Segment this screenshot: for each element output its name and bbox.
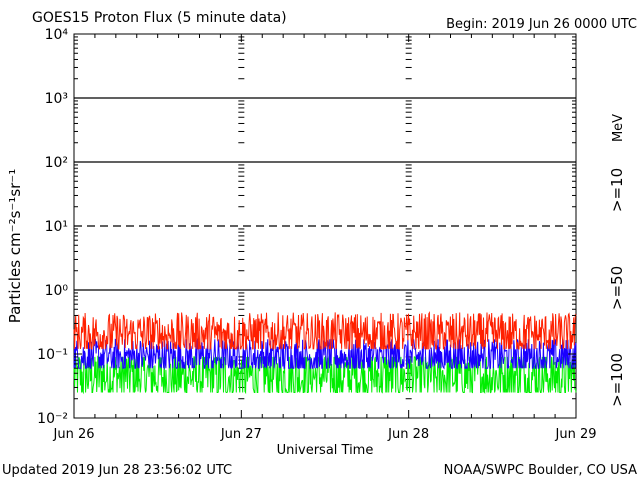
y-tick-label: 10⁻²	[37, 411, 68, 427]
series-group	[73, 311, 577, 395]
updated-timestamp: Updated 2019 Jun 28 23:56:02 UTC	[2, 463, 232, 478]
series-line-100	[73, 355, 577, 395]
y-tick-label: 10⁰	[45, 283, 69, 299]
x-tick-label: Jun 27	[220, 427, 262, 442]
y-tick-label: 10³	[45, 91, 68, 107]
series-line-10	[73, 311, 577, 350]
chart-title: GOES15 Proton Flux (5 minute data)	[32, 10, 287, 26]
x-tick-label: Jun 28	[387, 427, 429, 442]
x-axis-ticks: Jun 26 Jun 27 Jun 28 Jun 29	[53, 34, 597, 442]
legend-unit-mev: MeV	[611, 114, 626, 142]
y-axis-label: Particles cm⁻²s⁻¹sr⁻¹	[6, 169, 24, 323]
legend-series-10: >=10	[608, 168, 626, 212]
x-axis-label: Universal Time	[277, 443, 374, 458]
y-tick-label: 10⁻¹	[37, 347, 68, 363]
x-tick-label: Jun 29	[555, 427, 597, 442]
y-tick-label: 10⁴	[45, 27, 69, 43]
legend-series-100: >=100	[608, 353, 626, 407]
begin-time: Begin: 2019 Jun 26 0000 UTC	[446, 17, 637, 32]
y-tick-label: 10²	[45, 155, 68, 171]
credit-text: NOAA/SWPC Boulder, CO USA	[444, 463, 637, 478]
legend-series-50: >=50	[608, 266, 626, 310]
y-axis-ticks: 10⁻² 10⁻¹ 10⁰ 10¹ 10² 10³ 10⁴	[37, 27, 576, 427]
x-tick-label: Jun 26	[53, 427, 95, 442]
y-tick-label: 10¹	[45, 219, 68, 235]
